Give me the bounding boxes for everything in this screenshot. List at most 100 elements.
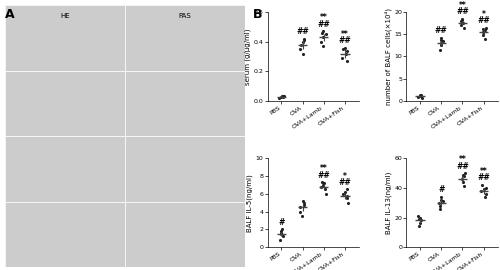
- Text: *: *: [482, 10, 486, 19]
- Point: [300, 38, 308, 42]
- Point: [480, 30, 488, 34]
- Text: *: *: [343, 171, 347, 181]
- Point: [416, 93, 424, 97]
- Point: [477, 189, 485, 193]
- Point: [460, 171, 468, 175]
- Point: [439, 39, 447, 43]
- Point: [437, 43, 445, 48]
- Point: [278, 94, 286, 99]
- Bar: [5, 202, 125, 267]
- Bar: [5, 71, 125, 136]
- Point: [297, 42, 305, 47]
- Point: [414, 214, 422, 218]
- Point: [296, 47, 304, 51]
- Point: [436, 41, 444, 45]
- Point: [344, 59, 351, 63]
- Point: [344, 48, 351, 53]
- Point: [436, 48, 444, 52]
- Point: [320, 181, 328, 185]
- Point: [278, 227, 286, 231]
- Text: **: **: [480, 167, 488, 176]
- Point: [318, 39, 326, 44]
- Point: [300, 201, 308, 205]
- Text: #: #: [278, 218, 284, 227]
- Point: [460, 173, 468, 177]
- Point: [278, 234, 286, 239]
- Point: [481, 28, 489, 32]
- Point: [439, 199, 447, 203]
- Point: [482, 25, 490, 30]
- Point: [343, 187, 351, 192]
- Point: [278, 94, 285, 98]
- Text: **: **: [458, 1, 466, 10]
- Point: [280, 94, 288, 98]
- Point: [340, 47, 347, 51]
- Text: ##: ##: [478, 16, 490, 25]
- Point: [482, 186, 490, 190]
- Bar: [5, 5, 125, 71]
- Point: [479, 33, 487, 37]
- Point: [418, 96, 426, 100]
- Text: **: **: [458, 155, 466, 164]
- Point: [344, 196, 351, 200]
- Point: [459, 21, 467, 25]
- Text: ##: ##: [338, 36, 351, 45]
- Point: [458, 177, 466, 181]
- Y-axis label: number of BALF cells(×10⁴): number of BALF cells(×10⁴): [384, 8, 392, 105]
- Point: [298, 214, 306, 218]
- Point: [344, 201, 351, 205]
- Text: PAS: PAS: [178, 13, 192, 19]
- Point: [338, 56, 346, 60]
- Text: **: **: [320, 14, 328, 22]
- Point: [276, 238, 283, 242]
- Point: [300, 36, 308, 41]
- Point: [436, 204, 444, 208]
- Point: [458, 180, 466, 184]
- Point: [296, 210, 304, 214]
- Text: ##: ##: [456, 7, 469, 16]
- Point: [415, 224, 423, 228]
- Point: [458, 23, 466, 28]
- Point: [415, 217, 423, 221]
- Point: [319, 44, 327, 48]
- Text: ##: ##: [435, 26, 448, 35]
- Text: ##: ##: [338, 178, 351, 187]
- Y-axis label: BALF IL-13(ng/ml): BALF IL-13(ng/ml): [386, 171, 392, 234]
- Text: B: B: [252, 8, 262, 21]
- Text: HE: HE: [60, 13, 70, 19]
- Text: A: A: [5, 8, 15, 21]
- Text: ##: ##: [318, 20, 330, 29]
- Bar: [5, 136, 125, 202]
- Point: [436, 36, 444, 40]
- Point: [436, 207, 444, 211]
- Point: [479, 26, 487, 31]
- Point: [320, 29, 328, 33]
- Point: [341, 190, 349, 194]
- Text: ##: ##: [318, 171, 330, 180]
- Y-axis label: serum (g/μg/ml): serum (g/μg/ml): [245, 28, 252, 85]
- Point: [318, 31, 326, 35]
- Point: [321, 187, 329, 192]
- Point: [298, 199, 306, 203]
- Point: [298, 51, 306, 56]
- Bar: [125, 71, 245, 136]
- Point: [277, 229, 285, 233]
- Point: [418, 94, 426, 98]
- Point: [318, 180, 326, 184]
- Point: [322, 32, 330, 36]
- Point: [460, 174, 468, 178]
- Point: [436, 201, 444, 205]
- Point: [458, 17, 466, 21]
- Text: ##: ##: [296, 27, 309, 36]
- Point: [296, 205, 304, 209]
- Text: **: **: [341, 30, 349, 39]
- Point: [478, 183, 486, 187]
- Point: [277, 95, 285, 99]
- Point: [342, 51, 349, 56]
- Point: [318, 183, 326, 187]
- Bar: [125, 202, 245, 267]
- Point: [480, 187, 488, 192]
- Text: ##: ##: [456, 161, 469, 171]
- Point: [416, 221, 424, 225]
- Point: [482, 192, 490, 196]
